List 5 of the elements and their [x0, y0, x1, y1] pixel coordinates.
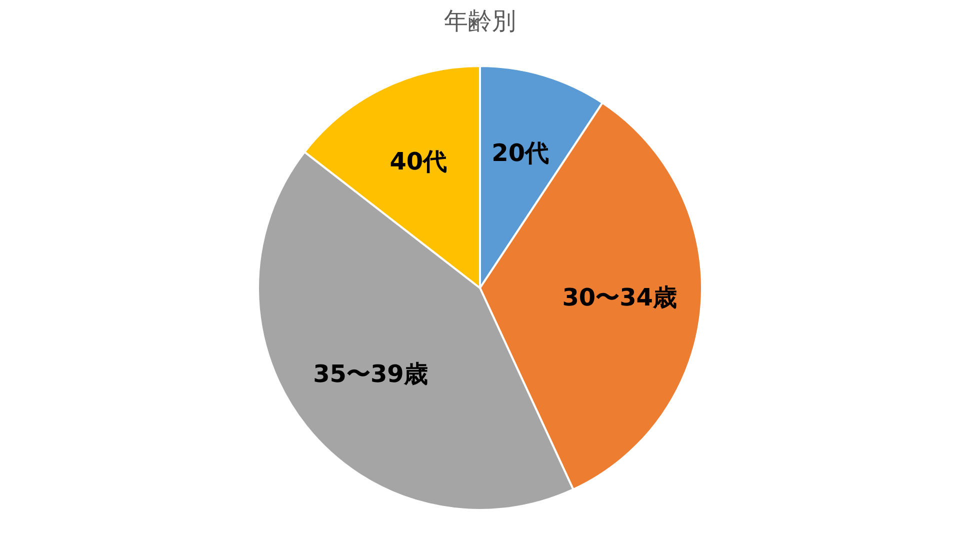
- slice-label: 35〜39歳: [313, 360, 428, 388]
- chart-title: 年齢別: [444, 7, 516, 35]
- slice-label: 20代: [492, 138, 550, 167]
- slice-label: 40代: [390, 147, 448, 176]
- slice-label: 30〜34歳: [562, 284, 677, 312]
